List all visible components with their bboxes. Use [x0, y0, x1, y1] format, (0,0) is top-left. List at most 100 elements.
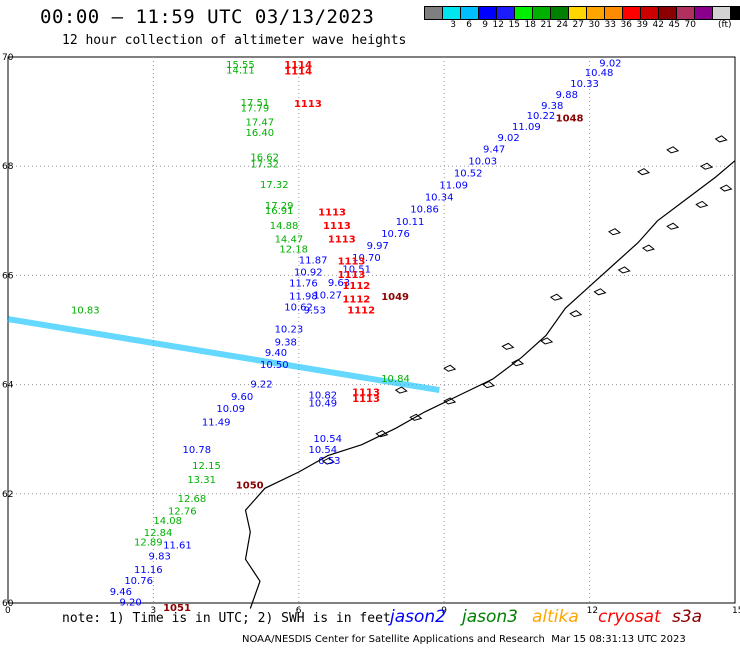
- island: [569, 310, 583, 318]
- map-frame: [7, 56, 736, 604]
- swh-label: 11.61: [163, 540, 192, 551]
- color-scale-tick: 18: [524, 20, 536, 30]
- swh-label: 17.51: [241, 98, 270, 109]
- island: [695, 200, 709, 208]
- color-scale-tick: 12: [492, 20, 504, 30]
- swh-label: 1050: [236, 480, 264, 491]
- swh-label: 1112: [342, 295, 370, 306]
- coastline: [244, 160, 736, 609]
- lon-tick-label: 15: [732, 606, 740, 616]
- swh-label: 6.53: [318, 456, 340, 467]
- swh-label: 12.84: [144, 528, 173, 539]
- island: [322, 457, 336, 465]
- legend-jason3: jason3: [462, 607, 518, 627]
- swh-label: 9.47: [483, 145, 505, 156]
- swh-label: 16.40: [245, 128, 274, 139]
- swh-label: 1112: [342, 281, 370, 292]
- legend-altika: altika: [532, 607, 579, 627]
- swh-label: 1113: [323, 221, 351, 232]
- swh-label: 17.47: [245, 117, 274, 128]
- swh-label: 10.50: [260, 360, 289, 371]
- swh-label: 9.40: [265, 348, 287, 359]
- swh-label: 10.34: [425, 193, 454, 204]
- swh-label: 11.09: [512, 122, 541, 133]
- swh-label: 9.53: [304, 306, 326, 317]
- swh-label: 1113: [338, 256, 366, 267]
- lon-tick-label: 3: [150, 606, 156, 616]
- swh-label: 1048: [556, 113, 584, 124]
- lat-tick-label: 62: [2, 490, 13, 500]
- swh-label: 9.60: [231, 392, 253, 403]
- island: [637, 168, 651, 176]
- swh-label: 12.15: [192, 461, 221, 472]
- swh-label: 12.89: [134, 538, 163, 549]
- swh-label: 12.18: [279, 244, 308, 255]
- swh-label: 9.38: [541, 101, 563, 112]
- swh-label: 9.83: [149, 551, 171, 562]
- swh-label: 10.86: [410, 205, 439, 216]
- island: [443, 364, 457, 372]
- color-scale-tick: 39: [636, 20, 648, 30]
- island: [714, 135, 728, 143]
- island: [549, 293, 563, 301]
- lon-tick-label: 0: [5, 606, 11, 616]
- color-scale-tick: 3: [450, 20, 456, 30]
- swh-label: 10.48: [585, 68, 614, 79]
- lon-tick-label: 6: [296, 606, 302, 616]
- swh-label: 9.02: [599, 58, 621, 69]
- swh-label: 14.47: [275, 235, 304, 246]
- swh-label: 10.54: [308, 445, 337, 456]
- page-title: 00:00 – 11:59 UTC 03/13/2023: [40, 6, 375, 28]
- island: [617, 266, 631, 274]
- swh-label: 9.02: [498, 133, 520, 144]
- swh-label: 11.87: [299, 255, 328, 266]
- swh-label: 10.03: [468, 157, 497, 168]
- island: [608, 228, 622, 236]
- island: [666, 146, 680, 154]
- swh-label: 14.08: [153, 516, 182, 527]
- swh-label: 1113: [352, 394, 380, 405]
- swh-label: 1114: [284, 60, 312, 71]
- island: [375, 430, 389, 438]
- lon-tick-label: 9: [441, 606, 447, 616]
- color-scale: [424, 6, 740, 20]
- color-scale-unit: (ft): [718, 20, 732, 30]
- color-scale-tick: 36: [620, 20, 632, 30]
- swh-label: 10.11: [396, 217, 425, 228]
- swh-label: 12.68: [178, 494, 207, 505]
- swh-label: 10.33: [570, 79, 599, 90]
- lat-tick-label: 64: [2, 381, 14, 391]
- island: [409, 413, 423, 421]
- color-scale-tick: 45: [668, 20, 680, 30]
- swh-label: 10.70: [352, 253, 381, 264]
- color-scale-tick: 24: [556, 20, 568, 30]
- swh-label: 10.82: [308, 390, 337, 401]
- swh-label: 10.09: [216, 404, 245, 415]
- swh-label: 10.84: [381, 374, 410, 385]
- swh-label: 11.09: [439, 181, 468, 192]
- swh-label: 9.46: [110, 587, 132, 598]
- swh-label: 11.49: [202, 418, 231, 429]
- color-scale-tick: 15: [508, 20, 520, 30]
- swh-label: 1112: [347, 306, 375, 317]
- island: [443, 397, 457, 405]
- color-scale-tick: 42: [652, 20, 664, 30]
- swh-label: 14.88: [270, 221, 299, 232]
- page-subtitle: 12 hour collection of altimeter wave hei…: [62, 33, 407, 48]
- swh-label: 10.49: [308, 398, 337, 409]
- color-scale-tick: 70: [684, 20, 696, 30]
- legend-jason2: jason2: [390, 607, 446, 627]
- legend-cryosat: cryosat: [598, 607, 661, 627]
- color-scale-tick: 30: [588, 20, 600, 30]
- swh-label: 10.22: [527, 111, 556, 122]
- swh-label: 10.62: [284, 302, 313, 313]
- island: [394, 386, 408, 394]
- swh-label: 10.83: [71, 306, 100, 317]
- color-scale-tick: 33: [604, 20, 616, 30]
- swh-label: 17.79: [241, 104, 270, 115]
- swh-label: 17.29: [265, 201, 294, 212]
- swh-label: 9.22: [250, 379, 272, 390]
- swh-label: 9.20: [119, 598, 141, 609]
- credit-line: NOAA/NESDIS Center for Satellite Applica…: [242, 634, 686, 645]
